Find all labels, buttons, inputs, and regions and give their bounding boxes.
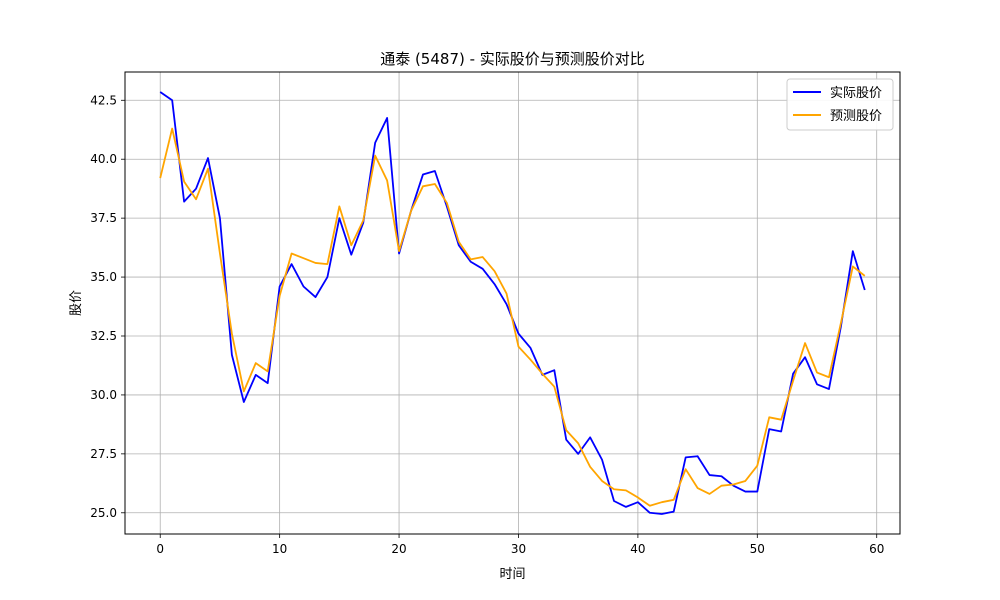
y-tick-label: 25.0 xyxy=(90,506,117,520)
x-tick-label: 50 xyxy=(750,542,765,556)
legend-label-actual: 实际股价 xyxy=(830,86,882,101)
y-axis-label: 股价 xyxy=(69,290,84,316)
y-tick-label: 27.5 xyxy=(90,447,117,461)
x-tick-label: 60 xyxy=(869,542,884,556)
x-tick-label: 30 xyxy=(511,542,526,556)
plot-area-frame xyxy=(124,71,901,535)
legend: 实际股价 预测股价 xyxy=(786,78,894,131)
series-lines xyxy=(159,91,866,515)
grid xyxy=(125,72,900,534)
x-tick-label: 40 xyxy=(630,542,645,556)
x-tick-label: 10 xyxy=(272,542,287,556)
y-tick-label: 35.0 xyxy=(90,270,117,284)
legend-label-predicted: 预测股价 xyxy=(830,109,882,124)
chart-title: 通泰 (5487) - 实际股价与预测股价对比 xyxy=(380,50,645,68)
predicted-price-line xyxy=(159,127,866,507)
x-axis-label: 时间 xyxy=(499,567,525,582)
axis-ticks: 0 10 20 30 40 50 60 25.0 27.5 30.0 32.5 35.0 37.5 40.… xyxy=(90,93,884,556)
y-tick-label: 37.5 xyxy=(90,211,117,225)
y-tick-label: 42.5 xyxy=(90,93,117,107)
y-tick-label: 32.5 xyxy=(90,329,117,343)
y-tick-label: 40.0 xyxy=(90,152,117,166)
x-tick-label: 0 xyxy=(156,542,164,556)
x-tick-label: 20 xyxy=(391,542,406,556)
y-tick-label: 30.0 xyxy=(90,388,117,402)
